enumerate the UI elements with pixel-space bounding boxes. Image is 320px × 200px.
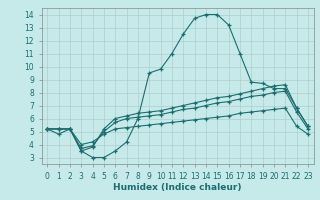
X-axis label: Humidex (Indice chaleur): Humidex (Indice chaleur) bbox=[113, 183, 242, 192]
